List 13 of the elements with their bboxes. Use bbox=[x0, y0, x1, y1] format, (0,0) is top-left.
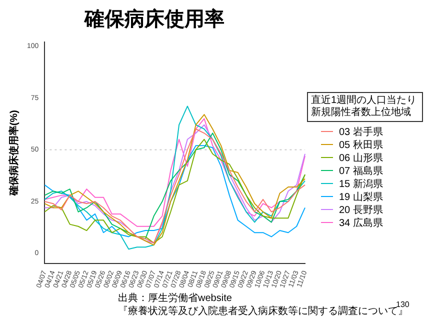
chart-title: 確保病床使用率 bbox=[84, 8, 224, 31]
legend-title: 直近1週間の人口当たり新規陽性者数上位地域 bbox=[307, 92, 423, 122]
legend-label: 19 山梨県 bbox=[339, 190, 383, 204]
legend-label: 05 秋田県 bbox=[339, 138, 383, 152]
legend-label: 34 広島県 bbox=[339, 216, 383, 230]
legend-label: 07 福島県 bbox=[339, 164, 383, 178]
legend-label: 15 新潟県 bbox=[339, 178, 383, 190]
legend-label: 06 山形県 bbox=[339, 152, 383, 164]
legend-label: 03 岩手県 bbox=[339, 126, 383, 138]
source-note: 出典：厚生労働省website bbox=[118, 292, 232, 304]
y-axis-title: 確保病床使用率(%) bbox=[8, 110, 20, 197]
text: 130 bbox=[396, 300, 410, 309]
legend-label: 20 長野県 bbox=[339, 204, 383, 216]
